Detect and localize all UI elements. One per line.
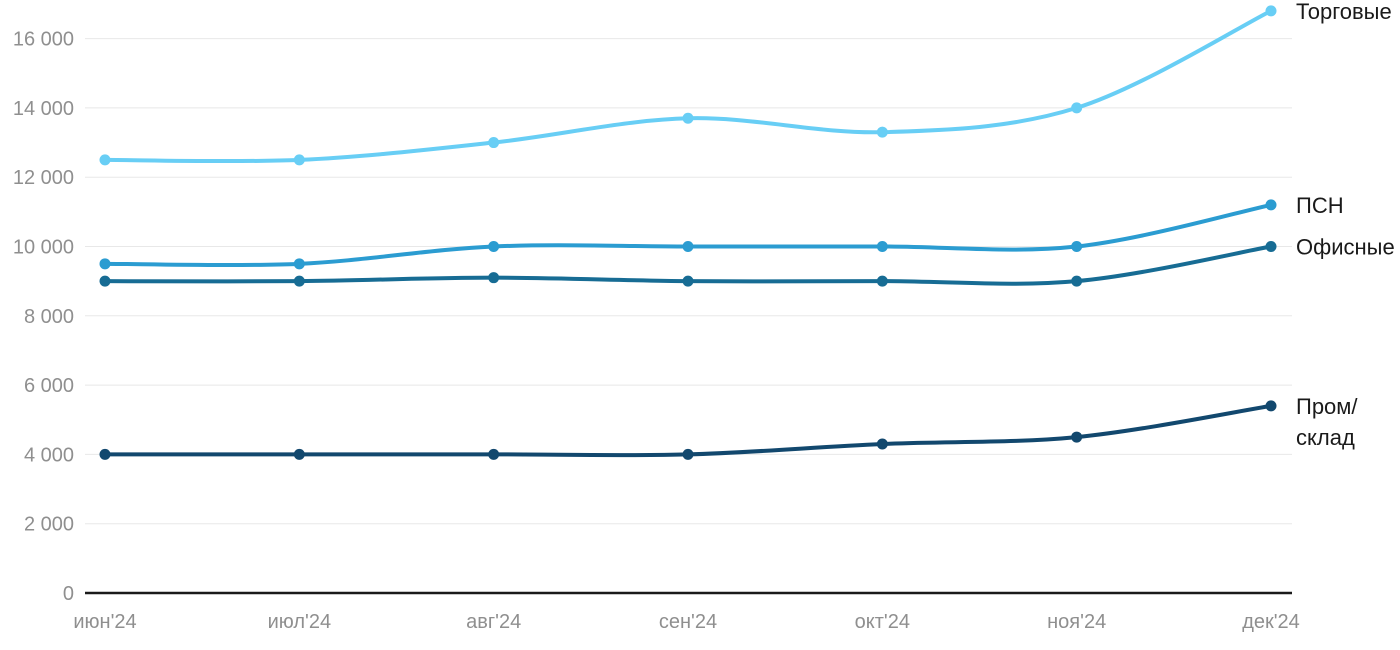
y-tick-label: 16 000 bbox=[13, 29, 74, 51]
data-point-marker bbox=[488, 272, 500, 284]
data-point-marker bbox=[293, 448, 305, 460]
x-tick-label: ноя'24 bbox=[1047, 611, 1106, 633]
data-point-marker bbox=[1071, 431, 1083, 443]
data-point-marker bbox=[876, 126, 888, 138]
data-point-marker bbox=[1071, 102, 1083, 114]
data-point-marker bbox=[1265, 400, 1277, 412]
series-line-Пром/склад bbox=[103, 403, 1273, 458]
data-point-marker bbox=[682, 275, 694, 287]
series-line-ПСН bbox=[103, 202, 1273, 268]
data-point-marker bbox=[1071, 275, 1083, 287]
data-point-marker bbox=[293, 258, 305, 270]
data-point-marker bbox=[488, 448, 500, 460]
y-tick-label: 0 bbox=[63, 583, 74, 605]
data-point-marker bbox=[488, 241, 500, 252]
data-point-marker bbox=[876, 241, 888, 252]
x-tick-label: авг'24 bbox=[466, 611, 521, 633]
data-point-marker bbox=[488, 137, 500, 149]
x-tick-label: дек'24 bbox=[1242, 611, 1300, 633]
data-point-marker bbox=[99, 448, 111, 460]
x-tick-label: окт'24 bbox=[855, 611, 910, 633]
series-label-Пром/склад: Пром/ bbox=[1296, 394, 1358, 419]
y-tick-label: 2 000 bbox=[24, 514, 74, 536]
y-tick-label: 6 000 bbox=[24, 375, 74, 397]
data-point-marker bbox=[682, 112, 694, 124]
y-tick-label: 8 000 bbox=[24, 306, 74, 328]
x-tick-label: июн'24 bbox=[73, 611, 136, 633]
data-point-marker bbox=[99, 275, 111, 287]
data-point-marker bbox=[293, 275, 305, 287]
series-label-Торговые: Торговые bbox=[1296, 0, 1392, 24]
data-point-marker bbox=[1265, 199, 1277, 211]
y-tick-label: 4 000 bbox=[24, 444, 74, 466]
x-tick-label: сен'24 bbox=[659, 611, 717, 633]
y-tick-label: 10 000 bbox=[13, 237, 74, 259]
series-label-ПСН: ПСН bbox=[1296, 193, 1344, 218]
data-point-marker bbox=[876, 438, 888, 450]
series-label-Пром/склад: склад bbox=[1296, 425, 1355, 450]
data-point-marker bbox=[876, 275, 888, 287]
series-line-Торговые bbox=[103, 8, 1273, 164]
y-tick-label: 12 000 bbox=[13, 167, 74, 189]
data-point-marker bbox=[99, 258, 111, 270]
data-point-marker bbox=[1265, 5, 1277, 17]
y-tick-label: 14 000 bbox=[13, 98, 74, 120]
data-point-marker bbox=[1265, 241, 1277, 252]
data-point-marker bbox=[682, 241, 694, 252]
data-point-marker bbox=[99, 154, 111, 166]
x-tick-label: июл'24 bbox=[268, 611, 331, 633]
data-point-marker bbox=[1071, 241, 1083, 252]
series-label-Офисные: Офисные bbox=[1296, 235, 1395, 260]
data-point-marker bbox=[293, 154, 305, 166]
data-point-marker bbox=[682, 448, 694, 460]
